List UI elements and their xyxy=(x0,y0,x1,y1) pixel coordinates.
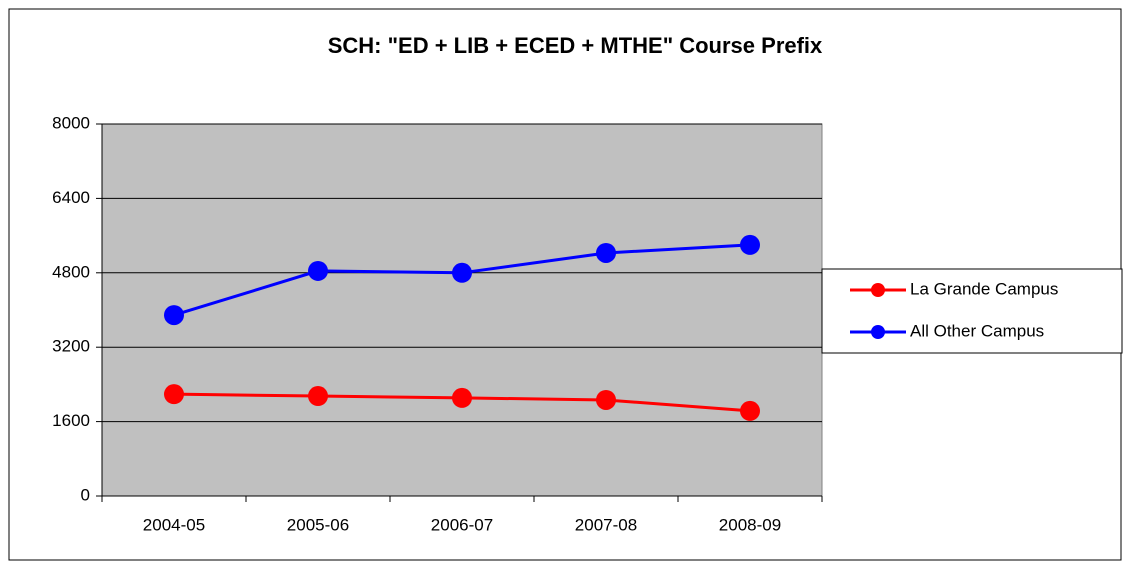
legend-label: La Grande Campus xyxy=(910,279,1058,298)
x-tick-label: 2007-08 xyxy=(575,515,637,534)
data-point xyxy=(740,400,760,421)
data-point xyxy=(308,386,328,407)
x-tick-label: 2004-05 xyxy=(143,515,205,534)
y-tick-label: 0 xyxy=(81,485,90,504)
data-point xyxy=(596,242,616,263)
data-point xyxy=(596,389,616,410)
y-tick-label: 6400 xyxy=(52,188,90,207)
y-tick-label: 1600 xyxy=(52,411,90,430)
y-tick-label: 3200 xyxy=(52,337,90,356)
x-tick-label: 2005-06 xyxy=(287,515,349,534)
legend-box xyxy=(821,268,1123,354)
legend-marker xyxy=(871,325,885,339)
y-tick-label: 4800 xyxy=(52,262,90,281)
legend-label: All Other Campus xyxy=(910,321,1044,340)
data-point xyxy=(164,305,184,326)
x-tick-label: 2006-07 xyxy=(431,515,493,534)
data-point xyxy=(164,384,184,405)
plot-area xyxy=(101,123,823,497)
chart-title: SCH: "ED + LIB + ECED + MTHE" Course Pre… xyxy=(328,33,823,58)
x-tick-label: 2008-09 xyxy=(719,515,781,534)
data-point xyxy=(740,234,760,255)
legend-marker xyxy=(871,283,885,297)
data-point xyxy=(308,260,328,281)
y-tick-label: 8000 xyxy=(52,113,90,132)
data-point xyxy=(452,387,472,408)
data-point xyxy=(452,262,472,283)
